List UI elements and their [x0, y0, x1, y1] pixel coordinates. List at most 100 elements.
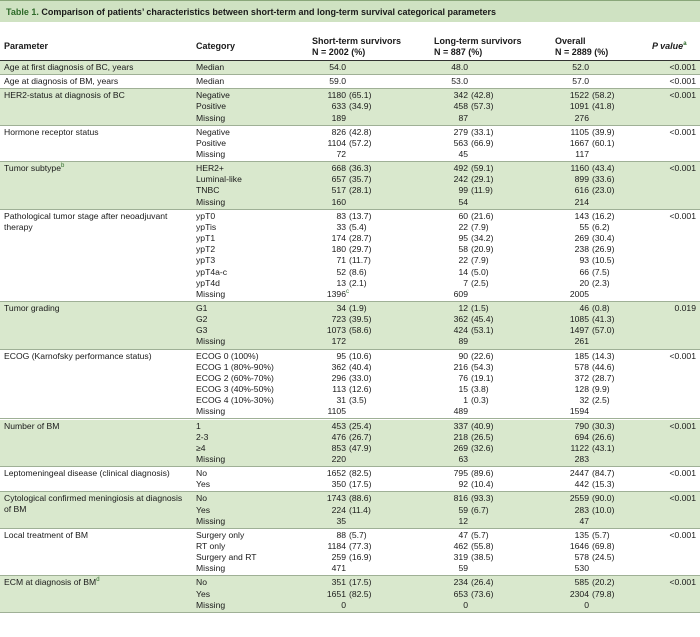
- long-term-count: 45: [458, 149, 468, 160]
- long-term-cell: 99 (11.9): [434, 185, 530, 196]
- long-term-cell: 59 (6.7): [434, 505, 530, 516]
- overall-count: 57.0: [572, 76, 589, 87]
- table-row-group: Local treatment of BM <0.001 Surgery only 8…: [0, 529, 700, 577]
- category-cell: ypT4a-c: [196, 267, 227, 278]
- long-term-cell: 242 (29.1): [434, 174, 530, 185]
- category-cell: RT only: [196, 541, 225, 552]
- short-term-count: 259: [331, 552, 346, 563]
- category-cell: Missing: [196, 113, 225, 124]
- long-term-percent: (59.1): [471, 163, 494, 174]
- parameter-label: Hormone receptor status: [4, 126, 99, 137]
- p-value: <0.001: [669, 90, 696, 101]
- category-label: RT only: [196, 540, 226, 551]
- overall-count: 1667: [569, 137, 589, 148]
- long-term-count: 462: [453, 540, 468, 551]
- parameter-label: Tumor grading: [4, 303, 60, 313]
- category-cell: Yes: [196, 479, 210, 490]
- short-term-cell: 1105: [312, 406, 412, 417]
- header-pvalue-label: P value: [652, 41, 684, 51]
- short-term-cell: 1104 (57.2): [312, 138, 412, 149]
- short-term-cell: 52 (8.6): [312, 267, 412, 278]
- category-label: ECOG 4 (10%-30%): [196, 395, 274, 406]
- category-cell: G3: [196, 325, 207, 336]
- long-term-count: 424: [453, 325, 468, 336]
- category-label: ECOG 2 (60%-70%): [196, 372, 274, 383]
- long-term-count: 59: [458, 504, 468, 515]
- overall-cell: 790 (30.3): [555, 421, 651, 432]
- overall-count: 66: [579, 266, 589, 277]
- long-term-count: 337: [453, 420, 468, 431]
- short-term-cell: 362 (40.4): [312, 362, 412, 373]
- category-cell: Negative: [196, 90, 230, 101]
- short-term-count: 1651: [326, 588, 346, 599]
- category-cell: ypT4d: [196, 278, 220, 289]
- category-label: Positive: [196, 137, 227, 148]
- overall-count: 1091: [569, 101, 589, 112]
- table-row-group: Age at first diagnosis of BC, years <0.00…: [0, 61, 700, 76]
- long-term-percent: (89.6): [471, 468, 494, 479]
- long-term-percent: (3.8): [471, 384, 489, 395]
- overall-count: 117: [575, 149, 589, 160]
- overall-cell: 214: [555, 197, 651, 208]
- parameter-cell: Tumor grading: [4, 303, 189, 314]
- category-cell: ≥4: [196, 443, 206, 454]
- overall-cell: 143 (16.2): [555, 211, 651, 222]
- parameter-cell: Local treatment of BM: [4, 530, 189, 541]
- overall-cell: 1160 (43.4): [555, 163, 651, 174]
- category-cell: Missing: [196, 600, 225, 611]
- table-row-group: Cytological confirmed meningiosis at dia…: [0, 492, 700, 529]
- long-term-cell: 76 (19.1): [434, 373, 530, 384]
- overall-percent: (23.0): [592, 185, 615, 196]
- long-term-cell: 0: [434, 600, 530, 611]
- short-term-count: 34: [336, 303, 346, 313]
- parameter-label: Pathological tumor stage after neoadjuva…: [4, 210, 168, 232]
- long-term-percent: (32.6): [471, 442, 494, 453]
- short-term-cell: 296 (33.0): [312, 373, 412, 384]
- long-term-count: 319: [453, 552, 468, 563]
- short-term-cell: 1180 (65.1): [312, 90, 412, 101]
- short-term-cell: 174 (28.7): [312, 233, 412, 244]
- short-term-percent: (17.5): [349, 577, 372, 588]
- overall-count: 1085: [569, 314, 589, 325]
- category-cell: ypT3: [196, 255, 215, 266]
- category-label: Missing: [196, 288, 226, 299]
- header-pvalue-footnote: a: [683, 41, 687, 47]
- category-label: Missing: [196, 336, 226, 347]
- parameter-cell: Cytological confirmed meningiosis at dia…: [4, 493, 189, 515]
- short-term-percent: (88.6): [349, 493, 372, 504]
- short-term-count: 72: [336, 149, 346, 160]
- short-term-cell: 259 (16.9): [312, 552, 412, 563]
- long-term-percent: (6.7): [471, 504, 489, 515]
- overall-percent: (39.9): [592, 126, 615, 137]
- overall-count: 790: [574, 420, 589, 431]
- category-label: ≥4: [196, 442, 206, 453]
- short-term-percent: (25.4): [349, 420, 372, 431]
- long-term-count: 609: [453, 288, 468, 299]
- short-term-cell: 54.0: [312, 62, 412, 73]
- category-label: G1: [196, 303, 208, 313]
- parameter-label: Leptomeningeal disease (clinical diagnos…: [4, 468, 170, 479]
- parameter-label: Local treatment of BM: [4, 529, 89, 540]
- parameter-label: Tumor subtype: [4, 163, 61, 174]
- overall-count: 52.0: [572, 62, 589, 72]
- overall-count: 1105: [570, 126, 589, 137]
- overall-cell: 530: [555, 563, 651, 574]
- overall-cell: 0: [555, 600, 651, 611]
- parameter-cell: HER2-status at diagnosis of BC: [4, 90, 189, 101]
- short-term-count: 1180: [327, 90, 346, 101]
- short-term-cell: 1184 (77.3): [312, 541, 412, 552]
- overall-cell: 578 (44.6): [555, 362, 651, 373]
- short-term-cell: 180 (29.7): [312, 244, 412, 255]
- overall-percent: (5.7): [592, 529, 610, 540]
- category-cell: Negative: [196, 127, 230, 138]
- category-label: Positive: [196, 101, 227, 112]
- overall-percent: (43.4): [592, 163, 615, 174]
- long-term-cell: 795 (89.6): [434, 468, 530, 479]
- short-term-count: 476: [331, 431, 346, 442]
- overall-count: 1160: [570, 163, 589, 174]
- short-term-count: 471: [331, 563, 346, 574]
- short-term-count: 172: [331, 336, 346, 347]
- overall-count: 128: [574, 384, 589, 395]
- short-term-cell: 13 (2.1): [312, 278, 412, 289]
- overall-count: 585: [574, 577, 589, 588]
